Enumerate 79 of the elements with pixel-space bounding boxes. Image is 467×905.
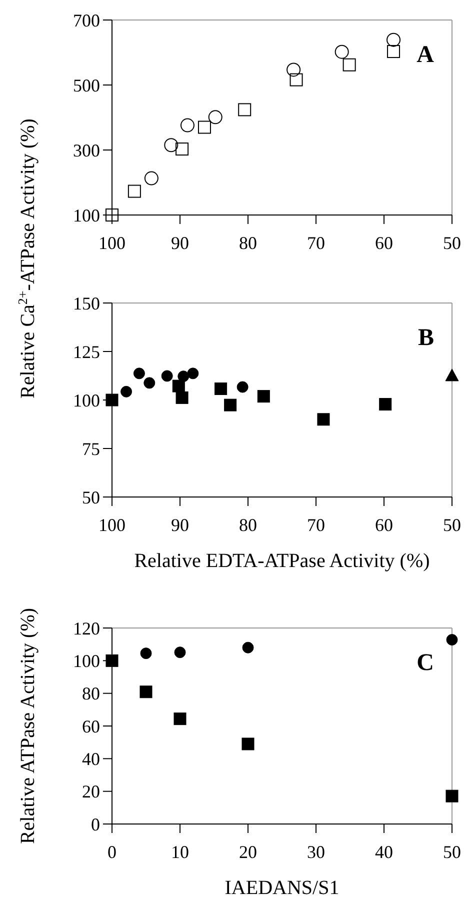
point [106,394,118,406]
point [140,686,152,698]
point [106,654,118,667]
x-tick-label: 80 [239,233,257,253]
point [172,380,185,392]
point [176,142,189,156]
point [286,62,301,77]
y-tick-label: 40 [82,748,100,769]
y-tick-label: 700 [73,10,100,30]
y-tick-label: 0 [91,814,100,834]
point [379,398,392,411]
y-axis-title: Relative ATPase Activity (%) [17,608,39,844]
point [214,382,228,395]
x-tick-label: 20 [239,842,257,862]
point [106,208,118,222]
point [236,381,248,393]
point [224,398,237,412]
point [290,73,303,86]
x-tick-label: 90 [171,515,189,535]
point [242,738,254,750]
x-tick-label: 70 [307,515,325,535]
point [198,120,211,134]
x-tick-label: 60 [375,515,393,535]
point [176,391,188,404]
annotation: C [416,650,434,676]
x-tick-label: 50 [443,233,461,253]
y-tick-label: 75 [82,438,100,459]
x-tick-label: 80 [239,515,257,535]
point [174,646,186,658]
point [257,390,270,403]
x-axis-title: IAEDANS/S1 [224,877,340,899]
point [342,58,356,72]
point [144,171,158,186]
x-tick-label: 70 [307,233,325,253]
point [387,45,400,58]
y-tick-label: 50 [82,487,100,508]
point [133,368,145,380]
point [164,138,178,152]
annotation: B [418,325,434,351]
point [128,184,141,198]
x-tick-label: 0 [108,842,116,862]
x-tick-label: 40 [375,842,393,862]
x-axis-title: Relative EDTA-ATPase Activity (%) [134,550,430,572]
x-tick-label: 60 [375,233,393,253]
x-tick-label: 10 [171,842,189,862]
point [180,118,194,132]
point [144,377,156,389]
y-tick-label: 80 [82,684,100,704]
y-tick-label: 60 [82,716,100,736]
point [242,642,254,654]
point [317,413,330,426]
x-tick-label: 30 [307,842,325,862]
y-tick-label: 125 [73,342,100,362]
point [334,44,349,59]
annotation: A [416,42,435,68]
point [446,634,458,646]
point [140,648,152,660]
point [174,712,186,726]
point [386,32,401,47]
x-tick-label: 50 [443,842,461,862]
x-tick-label: 100 [98,515,126,535]
point [445,368,459,382]
x-tick-label: 90 [171,233,189,253]
point [446,790,458,802]
y-tick-label: 150 [73,293,100,314]
point [120,386,132,398]
x-tick-label: 50 [443,515,461,535]
y-tick-label: 300 [73,140,100,160]
y-tick-label: 120 [73,618,100,638]
y-tick-label: 20 [82,782,100,802]
point [187,368,199,380]
point [238,103,252,116]
point [161,370,173,382]
y-tick-label: 100 [73,205,100,226]
y-tick-label: 100 [73,390,100,410]
y-tick-label: 100 [73,650,100,671]
y-tick-label: 500 [73,75,100,96]
point [208,110,222,124]
x-tick-label: 100 [98,233,126,253]
